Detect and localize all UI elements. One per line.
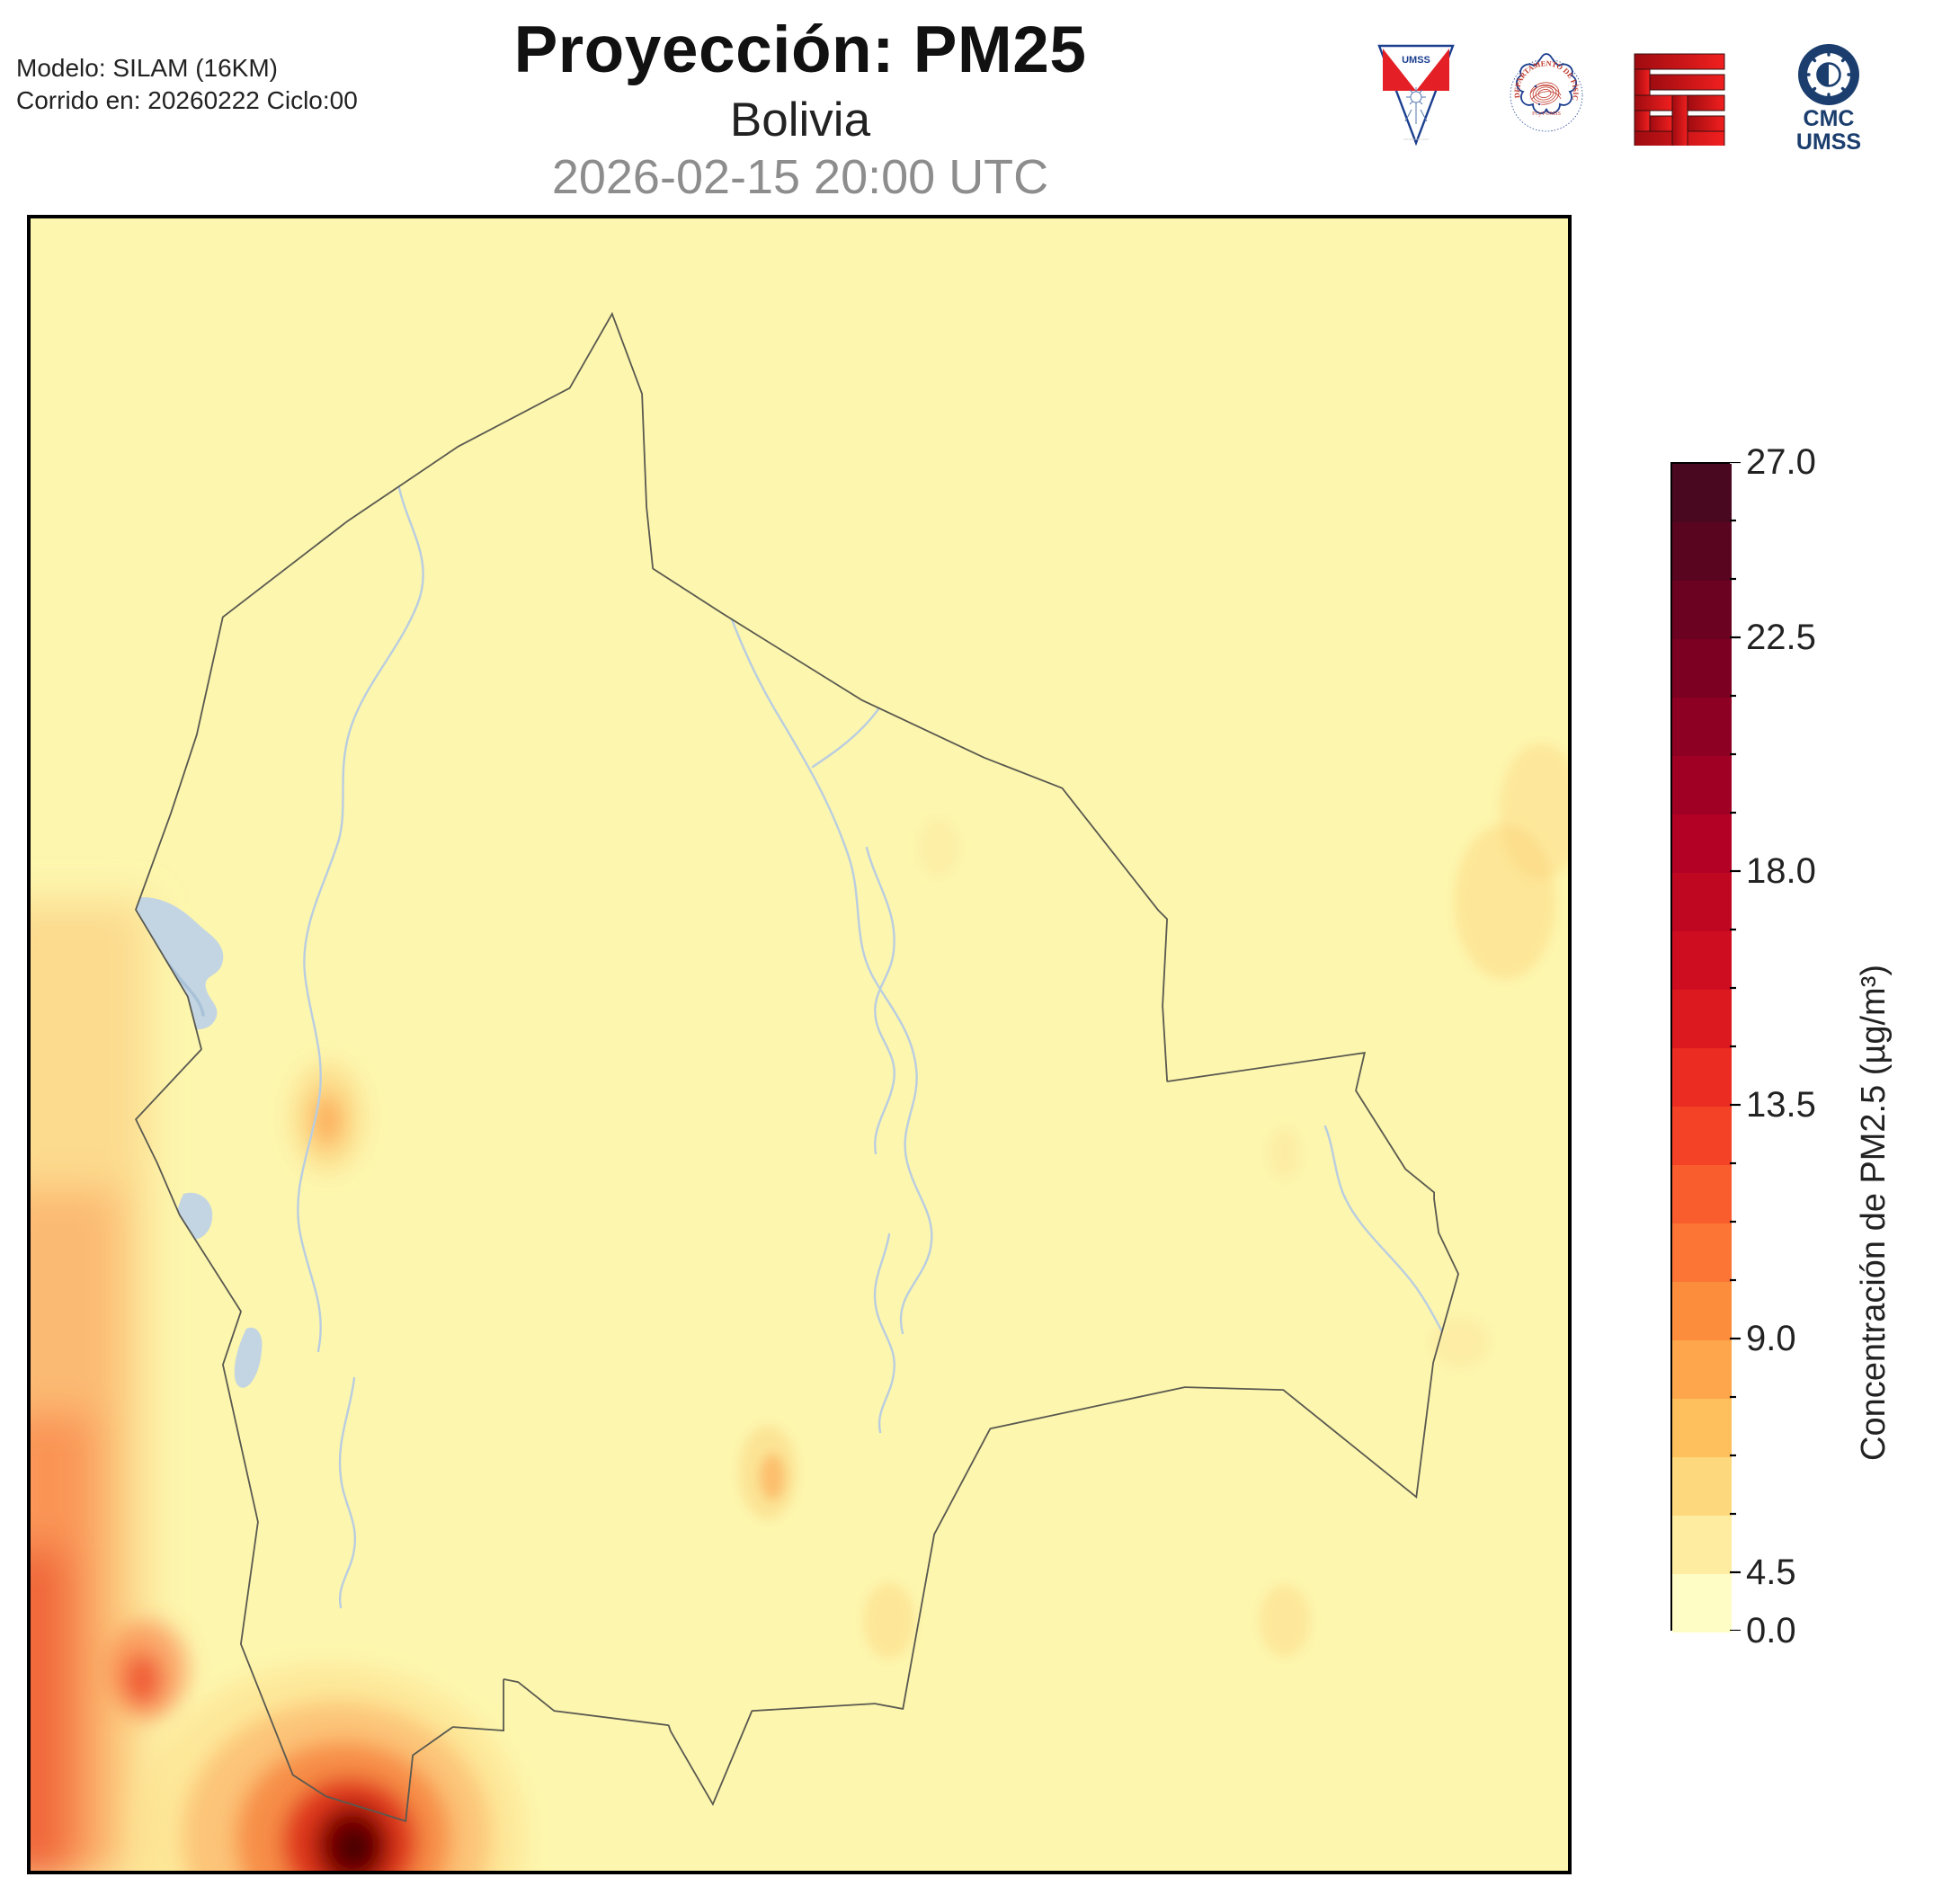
svg-text:CMC: CMC: [1804, 106, 1855, 131]
svg-text:creadictivo.com: creadictivo.com: [1403, 137, 1429, 141]
svg-text:UMSS: UMSS: [1796, 129, 1861, 155]
svg-text:FCyT-UMSS: FCyT-UMSS: [1532, 111, 1561, 117]
svg-text:UMSS: UMSS: [1402, 55, 1430, 66]
